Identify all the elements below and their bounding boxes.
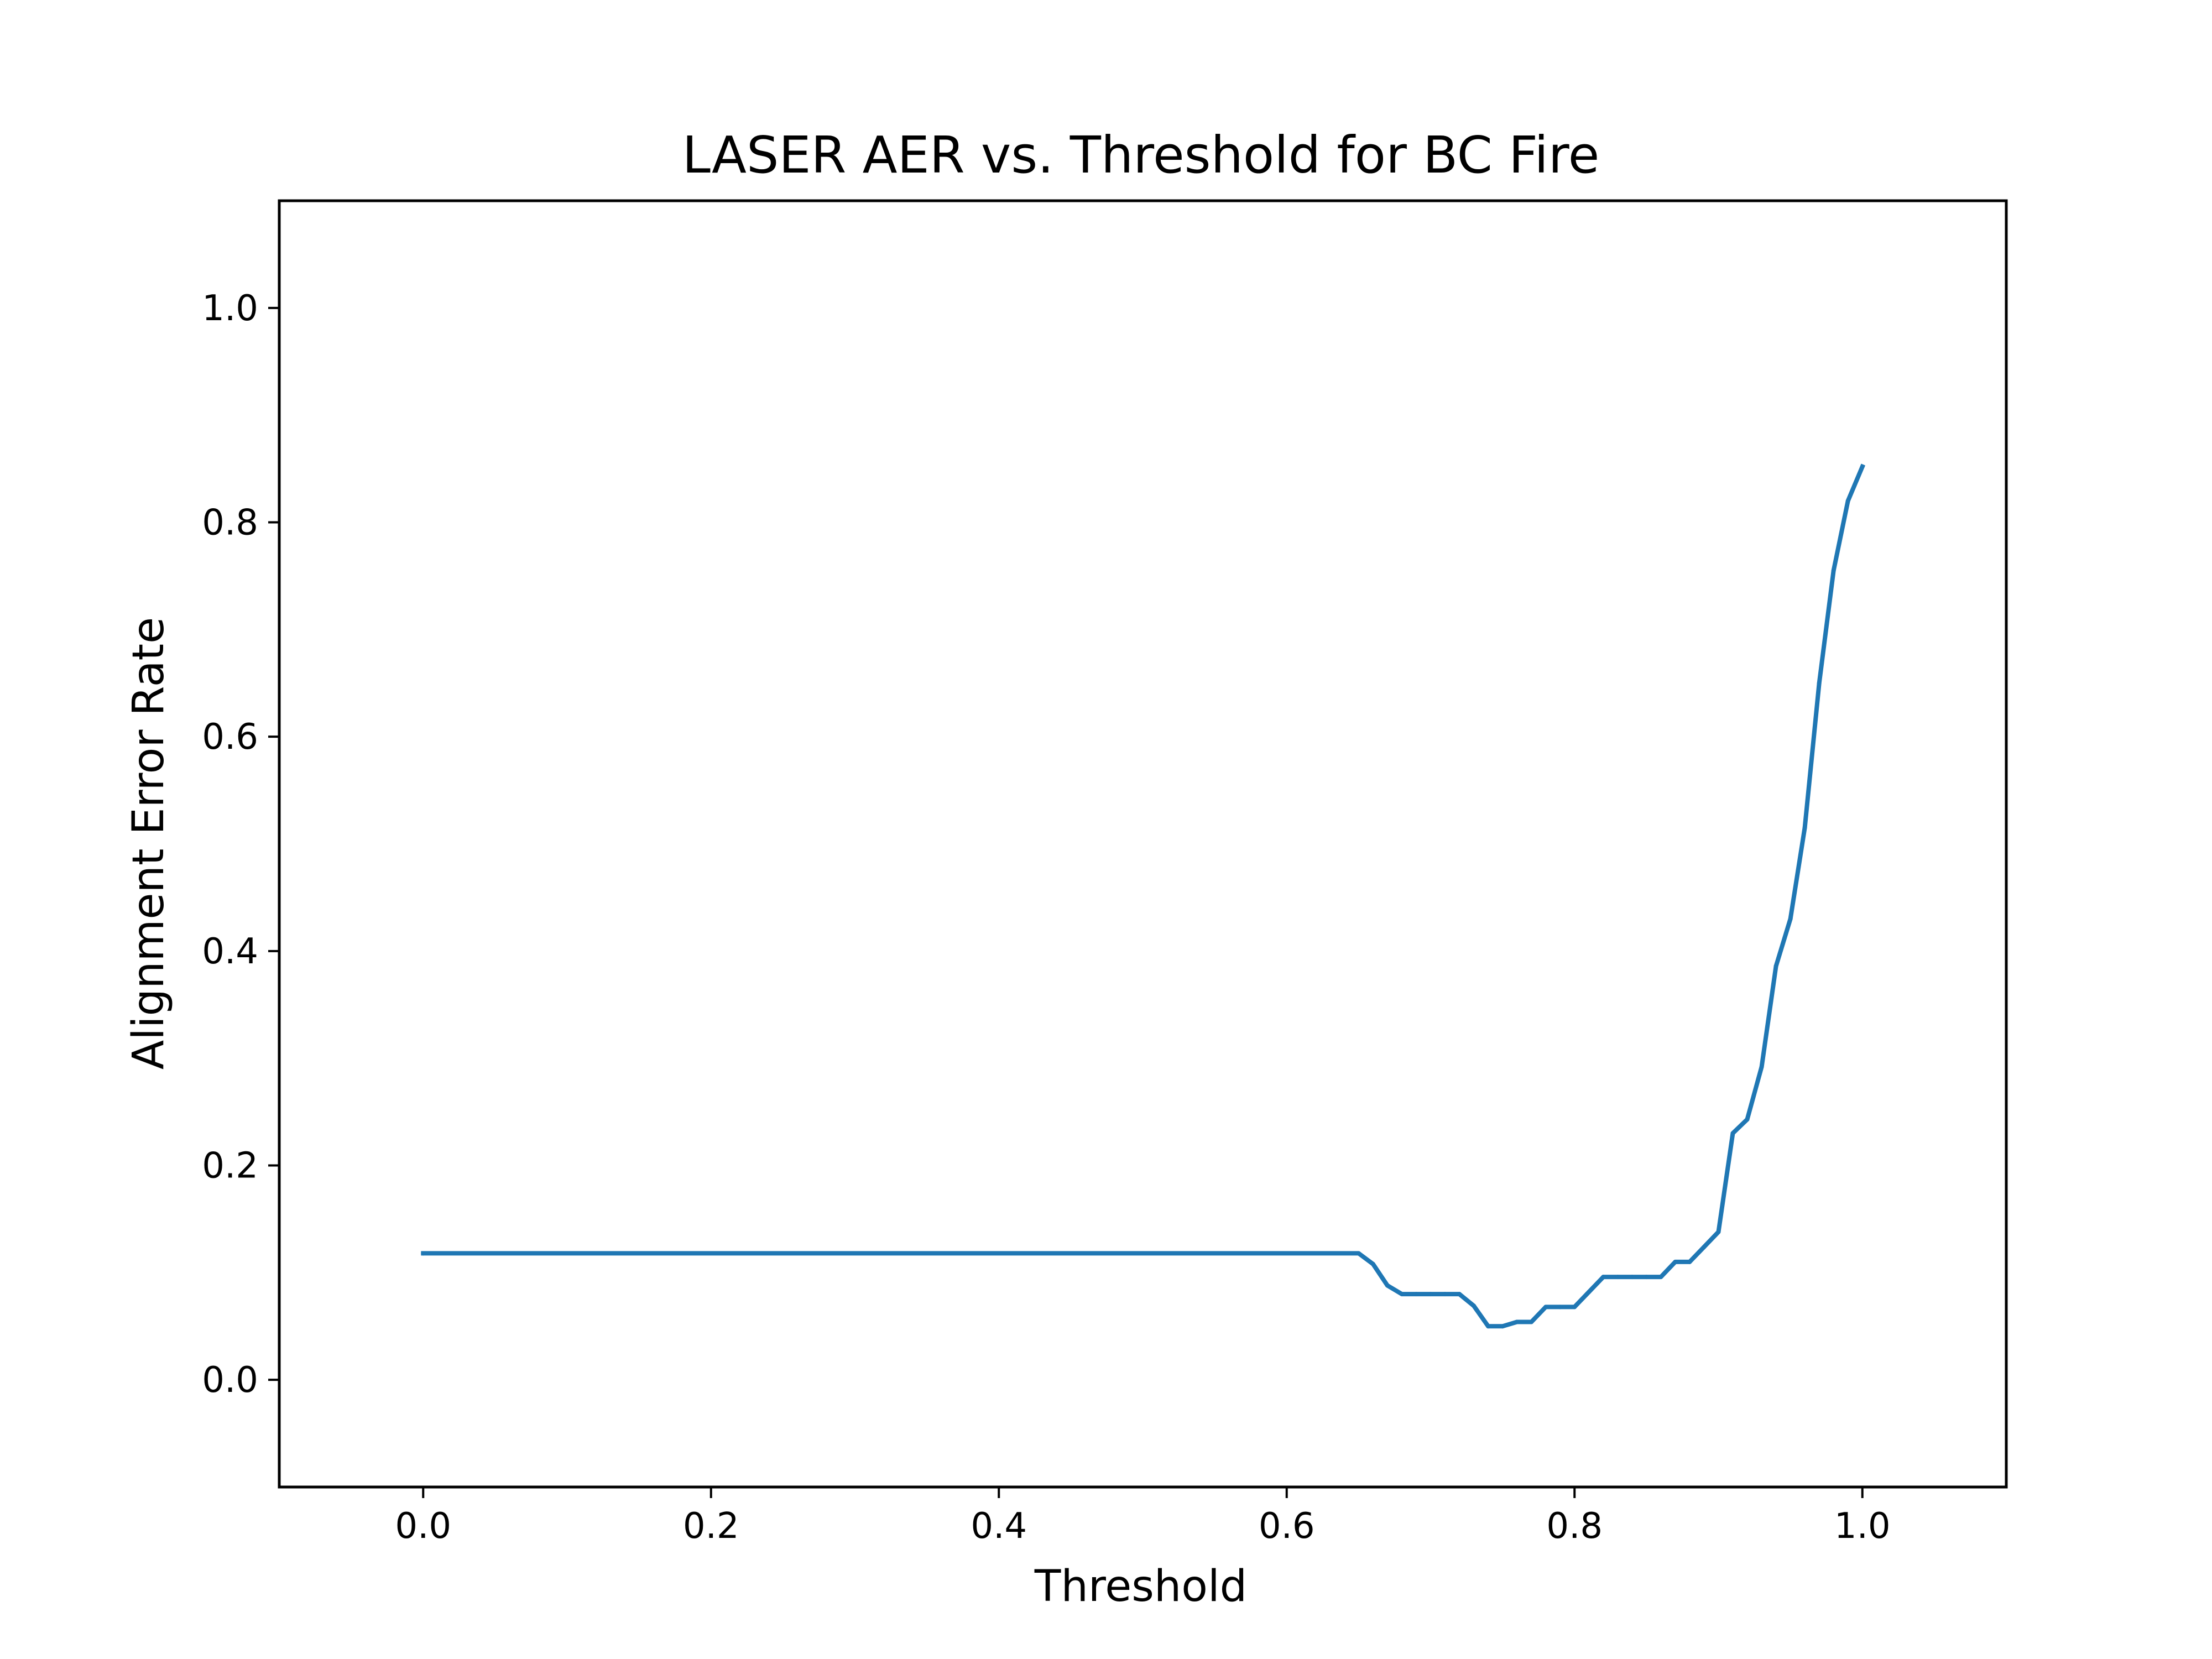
data-point bbox=[1702, 1244, 1707, 1249]
y-tick-label: 0.2 bbox=[202, 1146, 258, 1187]
data-point bbox=[1399, 1292, 1404, 1297]
data-point bbox=[1716, 1229, 1721, 1234]
plot-area bbox=[278, 199, 2008, 1489]
data-point bbox=[1543, 1305, 1548, 1310]
x-tick-label: 0.6 bbox=[1259, 1506, 1315, 1547]
data-point bbox=[1428, 1292, 1433, 1297]
data-point bbox=[1515, 1319, 1520, 1324]
data-point bbox=[1773, 963, 1778, 968]
data-point bbox=[1788, 916, 1793, 921]
x-tick-label: 0.2 bbox=[683, 1506, 739, 1547]
data-point bbox=[1730, 1131, 1735, 1136]
y-axis-ticks: 0.0 0.2 0.4 0.6 0.8 1.0 bbox=[202, 288, 279, 1401]
data-point bbox=[1413, 1292, 1418, 1297]
data-point bbox=[1673, 1259, 1678, 1264]
x-tick-label: 0.4 bbox=[971, 1506, 1027, 1547]
data-point bbox=[421, 1251, 426, 1256]
y-tick-label: 0.0 bbox=[202, 1360, 258, 1401]
data-point bbox=[1860, 464, 1865, 469]
data-point bbox=[1831, 568, 1836, 573]
data-point bbox=[1529, 1319, 1534, 1324]
data-point bbox=[1356, 1251, 1361, 1256]
x-tick-label: 1.0 bbox=[1834, 1506, 1891, 1547]
data-point bbox=[1687, 1259, 1692, 1264]
data-point bbox=[1558, 1305, 1563, 1310]
chart-title: LASER AER vs. Threshold for BC Fire bbox=[682, 126, 1600, 185]
y-axis-title: Alignment Error Rate bbox=[124, 617, 174, 1070]
data-point bbox=[1845, 498, 1850, 503]
x-tick-label: 0.0 bbox=[395, 1506, 451, 1547]
y-tick-label: 0.8 bbox=[202, 503, 258, 544]
data-point bbox=[1817, 681, 1822, 686]
y-tick-label: 0.4 bbox=[202, 931, 258, 972]
data-point bbox=[1644, 1275, 1649, 1280]
data-point bbox=[1370, 1261, 1375, 1266]
data-point bbox=[1486, 1324, 1491, 1329]
data-point bbox=[1745, 1117, 1750, 1122]
data-point bbox=[1802, 825, 1807, 830]
data-point bbox=[1385, 1283, 1390, 1288]
y-tick-label: 1.0 bbox=[202, 288, 258, 329]
data-point bbox=[1572, 1305, 1577, 1310]
series-line-aer bbox=[421, 463, 1866, 1329]
y-tick-label: 0.6 bbox=[202, 717, 258, 758]
data-point bbox=[1615, 1275, 1620, 1280]
data-point bbox=[1658, 1275, 1663, 1280]
data-point bbox=[1500, 1324, 1505, 1329]
series-points bbox=[421, 464, 1865, 1329]
x-axis-ticks: 0.0 0.2 0.4 0.6 0.8 1.0 bbox=[395, 1487, 1891, 1547]
x-tick-label: 0.8 bbox=[1546, 1506, 1603, 1547]
data-point bbox=[1759, 1065, 1764, 1070]
data-point bbox=[1601, 1275, 1606, 1280]
x-axis-title: Threshold bbox=[1034, 1562, 1247, 1611]
data-point bbox=[1472, 1303, 1477, 1308]
data-point bbox=[1443, 1292, 1448, 1297]
data-point bbox=[1457, 1292, 1462, 1297]
data-point bbox=[1630, 1275, 1635, 1280]
data-point bbox=[1587, 1290, 1592, 1295]
